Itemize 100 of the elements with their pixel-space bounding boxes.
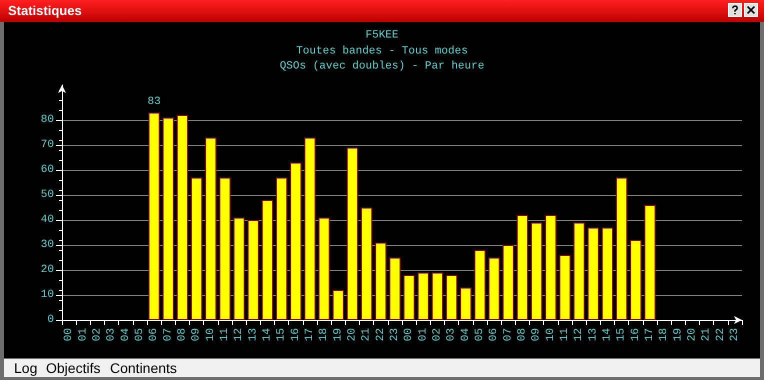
x-tick-label: 02 [431,328,444,342]
bar [474,250,486,320]
x-tick-label: 08 [176,328,188,342]
x-tick-label: 09 [190,328,203,342]
x-tick-label: 21 [360,328,373,342]
x-tick-label: 05 [474,328,486,342]
x-tick-label: 13 [247,328,260,342]
bar [262,200,274,320]
bar [233,218,245,320]
bar [375,242,386,320]
y-tick-label: 20 [40,264,54,276]
bar [205,138,216,320]
y-tick-label: 50 [40,189,54,201]
x-tick-label: 18 [658,328,670,342]
x-tick-label: 14 [601,328,614,342]
bar [389,258,401,320]
bar [403,275,415,320]
y-tick-label: 40 [40,214,54,226]
bar [545,215,556,320]
x-tick-label: 12 [573,328,586,342]
x-tick-label: 00 [63,328,76,342]
chart-subtitle: Toutes bandes - Tous modes QSOs (avec doubles) - Par heure [280,46,484,72]
text: Objectifs [46,360,100,376]
x-tick-label: 19 [332,328,344,342]
x-tick-label: 17 [304,328,316,342]
bar [502,245,514,320]
bar [360,208,372,320]
x-tick-label: 04 [460,328,472,342]
x-tick-label: 11 [558,328,571,342]
x-tick-label: 16 [290,328,302,342]
x-tick-label: 00 [403,328,416,342]
data-label: 83 [147,96,161,108]
bar [304,138,316,320]
bar [644,205,656,320]
x-tick-label: 01 [417,328,430,342]
x-tick-label: 08 [516,328,528,342]
bar [176,115,188,320]
x-tick-label: 22 [714,328,727,342]
bar [318,218,330,320]
x-tick-label: 05 [134,328,146,342]
y-tick-label: 80 [40,114,54,126]
bar [418,272,429,320]
bar [219,178,231,320]
x-tick-label: 06 [148,328,160,342]
bar [559,255,571,320]
bar [616,178,628,320]
x-tick-label: 20 [346,328,358,342]
bar [162,118,174,320]
x-tick-label: 03 [106,328,118,342]
x-tick-label: 04 [120,328,132,342]
x-tick-label: 23 [728,328,741,342]
x-tick-label: 10 [544,328,557,342]
bar [460,288,472,320]
x-tick-label: 10 [204,328,217,342]
y-tick-label: 10 [40,289,54,301]
bar [488,258,500,320]
text: Log [14,360,38,376]
bar [332,290,344,320]
x-tick-label: 11 [218,328,231,342]
x-tick-label: 02 [91,328,104,342]
bar [148,112,160,320]
x-tick-label: 17 [644,328,656,342]
bar [588,228,599,320]
bar [276,178,288,320]
x-tick-label: 13 [587,328,600,342]
x-tick-label: 15 [616,328,628,342]
bar [446,275,458,320]
bar [432,272,444,320]
x-tick-label: 14 [261,328,274,342]
x-tick-label: 06 [488,328,500,342]
bar [630,240,642,320]
x-tick-label: 07 [162,328,174,342]
bar [190,178,202,320]
x-tick-label: 12 [233,328,246,342]
x-tick-label: 23 [388,328,401,342]
chart-title: F5KEE [365,30,399,42]
bar [530,222,542,320]
x-tick-label: 21 [700,328,713,342]
x-tick-label: 19 [672,328,684,342]
y-tick-label: 0 [47,314,54,326]
y-tick-label: 30 [40,239,54,251]
x-tick-label: 07 [502,328,514,342]
x-tick-label: 03 [446,328,458,342]
bar [516,215,528,320]
bar [248,220,259,320]
bar [602,228,614,320]
x-tick-label: 20 [686,328,698,342]
text: Statistiques [8,3,82,18]
bar [290,162,302,320]
bar [346,148,358,320]
x-tick-label: 18 [318,328,330,342]
y-tick-label: 70 [40,139,54,151]
bar [573,222,585,320]
x-tick-label: 22 [374,328,387,342]
x-tick-label: 01 [77,328,90,342]
y-tick-label: 60 [40,164,54,176]
x-tick-label: 16 [630,328,642,342]
x-tick-label: 09 [530,328,543,342]
x-tick-label: 15 [276,328,288,342]
text: Continents [110,360,177,376]
